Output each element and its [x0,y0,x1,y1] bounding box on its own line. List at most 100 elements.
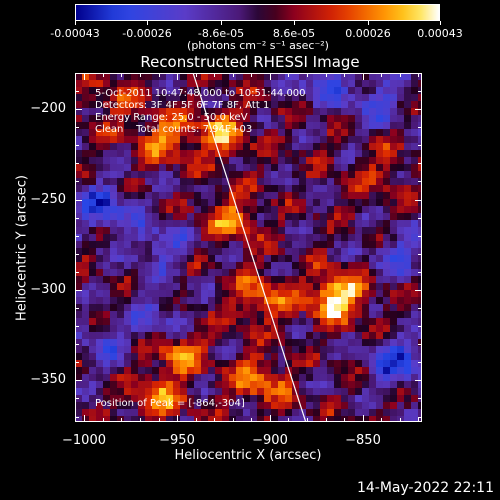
heatmap-cell [201,311,209,319]
heatmap-cell [124,381,132,389]
heatmap-cell [397,374,405,382]
heatmap-cell [390,129,398,137]
heatmap-cell [166,178,174,186]
heatmap-cell [348,269,356,277]
heatmap-cell [285,164,293,172]
heatmap-cell [229,206,237,214]
heatmap-cell [383,199,391,207]
heatmap-cell [131,311,139,319]
heatmap-cell [180,255,188,263]
heatmap-cell [75,220,83,228]
heatmap-cell [117,136,125,144]
heatmap-cell [299,262,307,270]
heatmap-cell [194,304,202,312]
axis-tick [418,73,419,77]
heatmap-cell [159,339,167,347]
heatmap-cell [264,360,272,368]
heatmap-cell [257,143,265,151]
heatmap-cell [376,290,384,298]
heatmap-cell [369,241,377,249]
heatmap-cell [257,234,265,242]
heatmap-cell [110,262,118,270]
heatmap-cell [306,178,314,186]
heatmap-cell [131,332,139,340]
heatmap-cell [313,171,321,179]
heatmap-cell [313,269,321,277]
heatmap-cell [96,416,104,422]
heatmap-cell [152,150,160,158]
heatmap-cell [145,381,153,389]
heatmap-cell [75,339,83,347]
heatmap-cell [215,94,223,102]
heatmap-cell [285,108,293,116]
heatmap-cell [187,325,195,333]
heatmap-cell [187,136,195,144]
heatmap-cell [173,192,181,200]
heatmap-cell [110,87,118,95]
heatmap-cell [334,388,342,396]
heatmap-cell [285,381,293,389]
heatmap-cell [117,164,125,172]
heatmap-cell [264,248,272,256]
heatmap-cell [355,178,363,186]
heatmap-cell [229,248,237,256]
axis-tick [159,418,160,422]
heatmap-cell [222,213,230,221]
heatmap-cell [180,262,188,270]
heatmap-cell [138,178,146,186]
heatmap-cell [299,304,307,312]
heatmap-cell [292,115,300,123]
heatmap-cell [243,409,251,417]
heatmap-cell [369,171,377,179]
heatmap-cell [124,101,132,109]
axis-tick [418,362,422,363]
heatmap-cell [348,402,356,410]
heatmap-cell [201,395,209,403]
heatmap-cell [194,332,202,340]
heatmap-cell [334,171,342,179]
heatmap-cell [271,367,279,375]
heatmap-cell [194,129,202,137]
heatmap-cell [75,388,83,396]
heatmap-cell [117,388,125,396]
heatmap-cell [320,192,328,200]
heatmap-cell [131,143,139,151]
heatmap-cell [194,255,202,263]
heatmap-cell [313,136,321,144]
heatmap-cell [145,360,153,368]
heatmap-cell [313,143,321,151]
heatmap-cell [341,192,349,200]
heatmap-cell [355,136,363,144]
heatmap-cell [229,367,237,375]
heatmap-cell [376,220,384,228]
heatmap-cell [145,318,153,326]
heatmap-cell [145,192,153,200]
heatmap-cell [257,276,265,284]
heatmap-cell [355,395,363,403]
heatmap-cell [82,409,90,417]
heatmap-cell [369,220,377,228]
heatmap-cell [138,353,146,361]
heatmap-cell [117,255,125,263]
heatmap-cell [411,381,419,389]
heatmap-cell [292,80,300,88]
heatmap-cell [229,325,237,333]
heatmap-cell [131,248,139,256]
heatmap-cell [404,241,412,249]
heatmap-cell [215,143,223,151]
heatmap-cell [327,304,335,312]
heatmap-cell [313,80,321,88]
heatmap-cell [390,150,398,158]
heatmap-cell [397,248,405,256]
heatmap-cell [110,381,118,389]
heatmap-cell [383,80,391,88]
heatmap-cell [334,395,342,403]
heatmap-cell [222,115,230,123]
heatmap-cell [89,409,97,417]
heatmap-cell [278,136,286,144]
heatmap-cell [411,248,419,256]
axis-tick [270,73,271,77]
heatmap-cell [131,353,139,361]
heatmap-cell [243,367,251,375]
heatmap-cell [173,129,181,137]
